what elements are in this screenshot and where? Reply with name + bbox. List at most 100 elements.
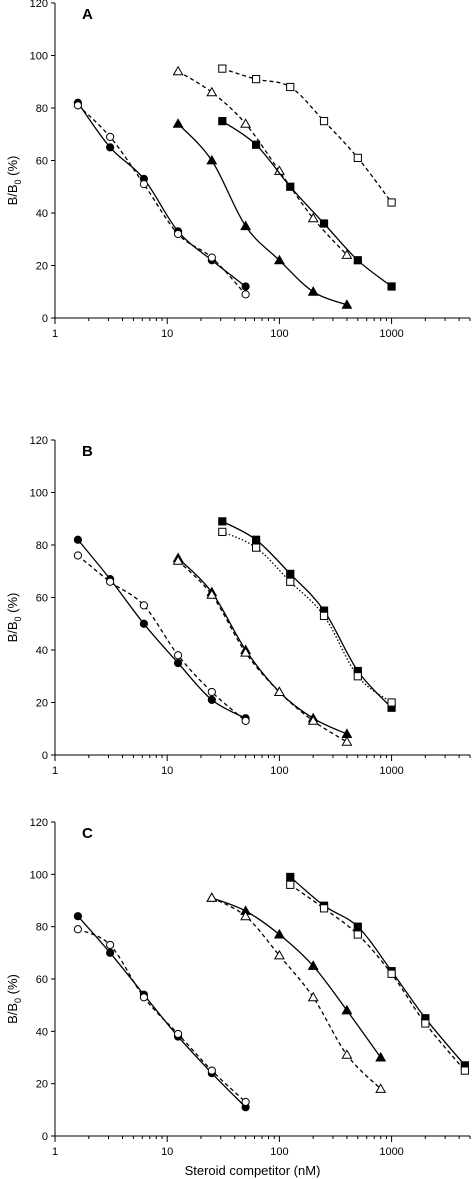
panel-label: A <box>82 6 93 23</box>
panel-label: B <box>82 443 93 460</box>
y-axis-title-unit: (%) <box>5 593 20 617</box>
data-point <box>387 198 396 207</box>
data-point <box>240 220 252 231</box>
data-point <box>73 925 83 934</box>
x-tick-label: 10 <box>161 765 173 777</box>
data-point <box>240 910 252 921</box>
data-point <box>341 1049 353 1059</box>
series-line <box>77 539 246 719</box>
axes-frame <box>54 3 470 319</box>
y-tick-label: 40 <box>36 208 48 220</box>
series-line <box>77 104 247 295</box>
x-tick-label: 1 <box>52 1146 58 1158</box>
data-point <box>73 101 83 110</box>
data-point <box>307 212 319 223</box>
data-point <box>106 143 115 152</box>
data-point <box>241 282 250 291</box>
data-point <box>139 180 149 189</box>
series-square-open <box>286 880 469 1075</box>
data-point <box>241 290 250 299</box>
data-point <box>251 140 261 149</box>
data-point <box>73 912 83 921</box>
series-line <box>77 554 247 722</box>
data-point <box>218 527 227 536</box>
data-point <box>218 117 227 126</box>
series-circle-open <box>73 551 250 725</box>
x-tick-label: 1000 <box>379 328 403 340</box>
series-line <box>289 884 466 1072</box>
x-tick-label: 10 <box>161 328 173 340</box>
data-point <box>73 535 83 544</box>
data-point <box>139 601 149 610</box>
data-point <box>273 928 285 939</box>
y-tick-label: 40 <box>36 645 48 657</box>
y-tick-label: 60 <box>36 593 48 605</box>
data-point <box>286 872 295 882</box>
data-point <box>375 1083 387 1093</box>
data-point <box>206 892 218 902</box>
y-tick-label: 120 <box>30 0 48 10</box>
data-point <box>172 118 184 128</box>
data-point <box>106 577 115 586</box>
data-point <box>218 517 227 526</box>
data-point <box>286 569 295 578</box>
data-point <box>73 551 83 560</box>
data-point <box>341 1004 353 1015</box>
series-line <box>221 520 393 709</box>
data-point <box>375 1051 387 1062</box>
data-point <box>307 960 319 970</box>
data-point <box>307 286 319 296</box>
data-point <box>319 117 329 126</box>
y-axis-title-main: B/B <box>5 621 20 642</box>
series-square-filled <box>286 872 469 1070</box>
series-circle-open <box>73 101 250 299</box>
series-triangle-open <box>206 892 387 1093</box>
data-point <box>319 219 329 228</box>
data-point <box>273 686 285 696</box>
data-point <box>251 543 261 552</box>
y-axis-title-main: B/B <box>5 1003 20 1024</box>
series-line <box>177 557 348 735</box>
data-point <box>460 1066 469 1075</box>
data-point <box>207 253 216 262</box>
data-point <box>106 948 115 957</box>
y-tick-label: 60 <box>36 974 48 986</box>
x-tick-label: 10 <box>161 1146 173 1158</box>
data-point <box>273 254 285 265</box>
data-point <box>173 659 183 668</box>
series-line <box>211 897 382 1058</box>
series-line <box>211 897 382 1090</box>
data-point <box>286 82 295 92</box>
series-triangle-filled <box>206 892 387 1062</box>
data-point <box>251 535 261 544</box>
series-square-open <box>218 527 396 707</box>
data-point <box>341 736 353 746</box>
series-circle-open <box>73 925 250 1107</box>
x-tick-label: 1000 <box>379 765 403 777</box>
data-point <box>240 118 252 128</box>
data-point <box>106 132 115 141</box>
series-line <box>177 560 348 743</box>
series-circle-filled <box>73 98 250 291</box>
y-tick-label: 80 <box>36 922 48 934</box>
data-point <box>353 256 362 265</box>
y-tick-label: 20 <box>36 261 48 273</box>
series-line <box>77 102 247 288</box>
data-point <box>307 715 319 725</box>
data-point <box>286 577 295 586</box>
data-point <box>139 993 149 1002</box>
data-point <box>172 555 184 565</box>
series-line <box>77 915 247 1108</box>
data-point <box>206 589 218 599</box>
data-point <box>273 949 285 960</box>
x-axis-title: Steroid competitor (nM) <box>185 1163 321 1178</box>
data-point <box>106 940 115 950</box>
x-tick-label: 100 <box>270 328 288 340</box>
data-point <box>241 716 250 725</box>
data-point <box>241 1097 250 1107</box>
series-square-filled <box>218 117 396 291</box>
y-tick-label: 100 <box>30 488 48 500</box>
